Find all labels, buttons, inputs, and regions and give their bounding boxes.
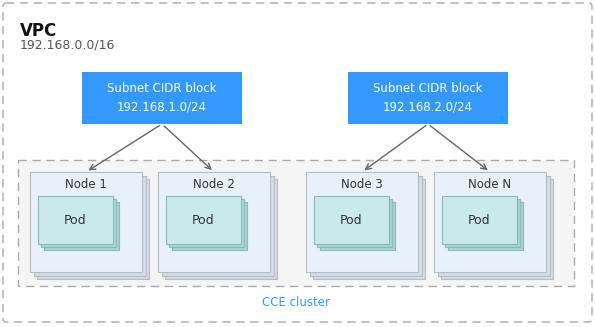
Text: Node N: Node N [468,179,512,192]
Text: Subnet CIDR block: Subnet CIDR block [107,82,217,95]
FancyBboxPatch shape [165,179,277,279]
FancyBboxPatch shape [313,179,425,279]
FancyBboxPatch shape [445,199,520,247]
FancyBboxPatch shape [82,72,242,124]
FancyBboxPatch shape [166,196,241,244]
Text: CCE cluster: CCE cluster [262,296,330,309]
Text: 192.168.1.0/24: 192.168.1.0/24 [117,100,207,113]
Text: Pod: Pod [468,214,491,227]
FancyBboxPatch shape [33,176,146,276]
FancyBboxPatch shape [448,202,523,250]
FancyBboxPatch shape [44,202,119,250]
FancyBboxPatch shape [41,199,116,247]
FancyBboxPatch shape [314,196,389,244]
Text: Pod: Pod [64,214,87,227]
Text: Pod: Pod [340,214,363,227]
FancyBboxPatch shape [348,72,508,124]
Text: Node 3: Node 3 [341,179,383,192]
FancyBboxPatch shape [320,202,395,250]
FancyBboxPatch shape [442,196,517,244]
FancyBboxPatch shape [158,172,270,272]
Text: 192.168.2.0/24: 192.168.2.0/24 [383,100,473,113]
FancyBboxPatch shape [3,3,592,322]
FancyBboxPatch shape [441,179,553,279]
FancyBboxPatch shape [306,172,418,272]
Text: Subnet CIDR block: Subnet CIDR block [373,82,483,95]
FancyBboxPatch shape [437,176,550,276]
FancyBboxPatch shape [317,199,392,247]
Text: Node 2: Node 2 [193,179,235,192]
FancyBboxPatch shape [434,172,546,272]
FancyBboxPatch shape [38,196,113,244]
Text: VPC: VPC [20,22,57,40]
Text: Pod: Pod [192,214,215,227]
FancyBboxPatch shape [30,172,142,272]
FancyBboxPatch shape [172,202,247,250]
Text: 192.168.0.0/16: 192.168.0.0/16 [20,38,115,51]
FancyBboxPatch shape [37,179,149,279]
FancyBboxPatch shape [309,176,421,276]
FancyBboxPatch shape [161,176,274,276]
FancyBboxPatch shape [169,199,244,247]
FancyBboxPatch shape [18,160,574,286]
Text: Node 1: Node 1 [65,179,107,192]
